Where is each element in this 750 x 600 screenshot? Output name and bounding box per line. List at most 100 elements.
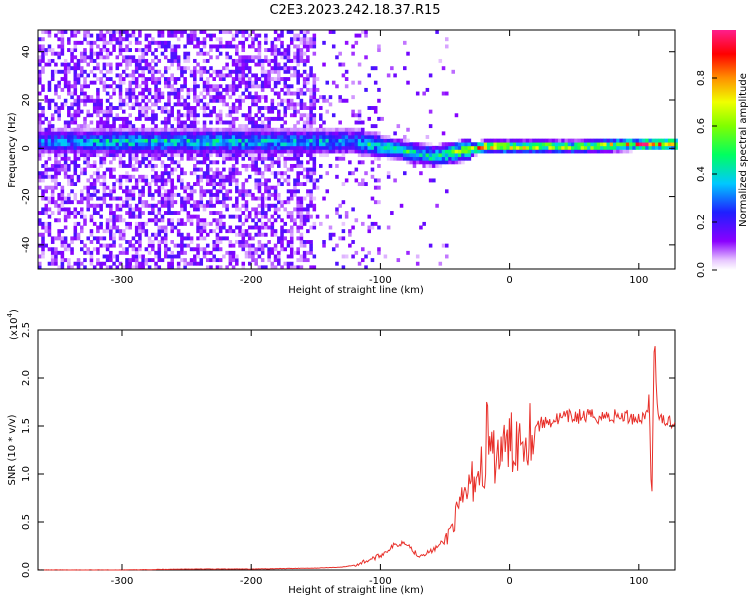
heatmap-cell (57, 250, 61, 255)
heatmap-cell (277, 214, 281, 219)
heatmap-cell (383, 149, 388, 154)
heatmap-cell (267, 131, 271, 136)
heatmap-cell (47, 261, 52, 266)
heatmap-cell (509, 145, 514, 150)
heatmap-cell (147, 62, 152, 67)
heatmap-cell (228, 167, 233, 172)
heatmap-cell (393, 73, 397, 78)
heatmap-cell (412, 142, 417, 147)
heatmap-cell (289, 229, 294, 234)
heatmap-cell (193, 254, 197, 259)
heatmap-cell (202, 229, 207, 234)
heatmap-cell (609, 138, 614, 143)
heatmap-cell (587, 142, 591, 147)
heatmap-cell (296, 225, 300, 230)
heatmap-cell (199, 232, 204, 237)
heatmap-cell (335, 55, 339, 60)
heatmap-cell (125, 48, 129, 53)
heatmap-cell (141, 229, 145, 234)
heatmap-cell (267, 69, 271, 74)
heatmap-cell (121, 229, 126, 234)
heatmap-cell (118, 160, 123, 165)
heatmap-cell (480, 142, 485, 147)
heatmap-cell (144, 66, 149, 71)
heatmap-cell (54, 163, 58, 168)
heatmap-cell (428, 145, 433, 150)
heatmap-cell (367, 250, 372, 255)
heatmap-cell (160, 91, 165, 96)
heatmap-cell (147, 189, 152, 194)
heatmap-cell (70, 160, 74, 165)
heatmap-cell (299, 58, 304, 63)
heatmap-cell (209, 145, 213, 150)
heatmap-cell (118, 196, 123, 201)
heatmap-cell (293, 207, 297, 212)
heatmap-cell (302, 254, 307, 259)
heatmap-cell (270, 221, 275, 226)
heatmap-cell (50, 145, 55, 150)
heatmap-cell (212, 84, 216, 89)
heatmap-cell (264, 221, 268, 226)
heatmap-cell (596, 142, 601, 147)
heatmap-cell (67, 211, 71, 215)
heatmap-cell (231, 124, 236, 129)
heatmap-cell (44, 174, 48, 179)
heatmap-cell (251, 98, 255, 103)
heatmap-cell (115, 254, 120, 259)
heatmap-cell (277, 196, 281, 201)
heatmap-cell (189, 33, 194, 38)
bottom-x-tick-label: 100 (629, 576, 648, 587)
heatmap-cell (79, 171, 84, 176)
heatmap-cell (312, 116, 317, 121)
heatmap-cell (289, 153, 294, 158)
heatmap-cell (354, 167, 359, 172)
heatmap-cell (593, 145, 598, 150)
heatmap-cell (286, 196, 291, 201)
heatmap-cell (302, 182, 307, 187)
heatmap-cell (267, 218, 271, 223)
heatmap-cell (180, 221, 184, 226)
heatmap-cell (354, 145, 359, 150)
heatmap-cell (196, 207, 200, 212)
heatmap-cell (128, 178, 132, 183)
heatmap-cell (616, 142, 620, 147)
heatmap-cell (328, 236, 333, 241)
heatmap-cell (109, 102, 113, 107)
heatmap-cell (73, 120, 78, 125)
heatmap-cell (286, 44, 291, 49)
heatmap-cell (54, 109, 58, 114)
heatmap-cell (299, 211, 304, 215)
heatmap-cell (273, 243, 278, 248)
heatmap-cell (79, 142, 84, 147)
heatmap-cell (231, 250, 236, 255)
heatmap-cell (228, 149, 233, 154)
heatmap-cell (118, 185, 123, 190)
heatmap-cell (154, 138, 158, 143)
heatmap-cell (63, 174, 68, 179)
heatmap-cell (280, 116, 284, 121)
heatmap-cell (299, 48, 304, 53)
heatmap-cell (567, 149, 572, 154)
heatmap-cell (338, 120, 342, 125)
heatmap-cell (302, 62, 307, 67)
heatmap-cell (151, 142, 155, 147)
heatmap-cell (331, 30, 336, 34)
heatmap-cell (67, 243, 71, 248)
heatmap-cell (286, 131, 291, 136)
heatmap-cell (193, 171, 197, 176)
heatmap-cell (76, 80, 81, 85)
heatmap-cell (131, 106, 136, 110)
heatmap-cell (218, 240, 223, 244)
heatmap-cell (503, 149, 507, 154)
heatmap-cell (189, 124, 194, 129)
heatmap-cell (270, 229, 275, 234)
heatmap-cell (367, 116, 372, 121)
heatmap-cell (280, 102, 284, 107)
heatmap-cell (76, 77, 81, 81)
heatmap-cell (196, 221, 200, 226)
heatmap-cell (299, 196, 304, 201)
heatmap-cell (225, 189, 229, 194)
heatmap-cell (286, 48, 291, 53)
heatmap-cell (306, 218, 310, 223)
heatmap-cell (364, 131, 368, 136)
